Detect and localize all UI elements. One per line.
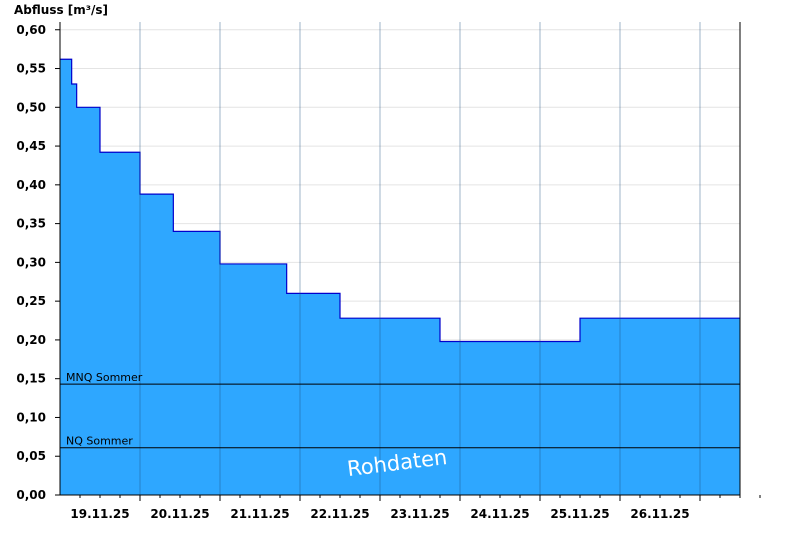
y-tick-label-7: 0,35 bbox=[16, 217, 46, 231]
y-tick-label-4: 0,20 bbox=[16, 333, 46, 347]
y-tick-label-8: 0,40 bbox=[16, 178, 46, 192]
y-tick-label-9: 0,45 bbox=[16, 139, 46, 153]
y-tick-label-2: 0,10 bbox=[16, 410, 46, 424]
x-tick-label-5: 24.11.25 bbox=[470, 507, 529, 521]
series-area bbox=[60, 59, 740, 496]
y-tick-label-11: 0,55 bbox=[16, 62, 46, 76]
x-tick-label-0: 19.11.25 bbox=[70, 507, 129, 521]
y-tick-label-5: 0,25 bbox=[16, 294, 46, 308]
x-tick-label-3: 22.11.25 bbox=[310, 507, 369, 521]
y-tick-label-12: 0,60 bbox=[16, 23, 46, 37]
y-axis-ticks: 0,00 0,05 0,10 0,15 0,20 0,25 0,30 0,35 0,40 0,45… bbox=[16, 23, 60, 502]
y-tick-label-3: 0,15 bbox=[16, 372, 46, 386]
x-tick-label-6: 25.11.25 bbox=[550, 507, 609, 521]
y-tick-label-6: 0,30 bbox=[16, 255, 46, 269]
y-tick-label-10: 0,50 bbox=[16, 100, 46, 114]
threshold-label-1: NQ Sommer bbox=[66, 435, 133, 448]
y-tick-label-0: 0,00 bbox=[16, 488, 46, 502]
threshold-label-0: MNQ Sommer bbox=[66, 371, 143, 384]
y-tick-label-1: 0,05 bbox=[16, 449, 46, 463]
plot-area: MNQ Sommer NQ Sommer bbox=[59, 22, 741, 496]
y-axis-label: Abfluss [m³/s] bbox=[14, 3, 108, 17]
x-tick-label-7: 26.11.25 bbox=[630, 507, 689, 521]
x-axis-ticks: 19.11.25 20.11.25 21.11.25 22.11.25 23.11.25… bbox=[70, 495, 761, 521]
x-tick-label-1: 20.11.25 bbox=[150, 507, 209, 521]
x-tick-label-2: 21.11.25 bbox=[230, 507, 289, 521]
x-tick-label-4: 23.11.25 bbox=[390, 507, 449, 521]
